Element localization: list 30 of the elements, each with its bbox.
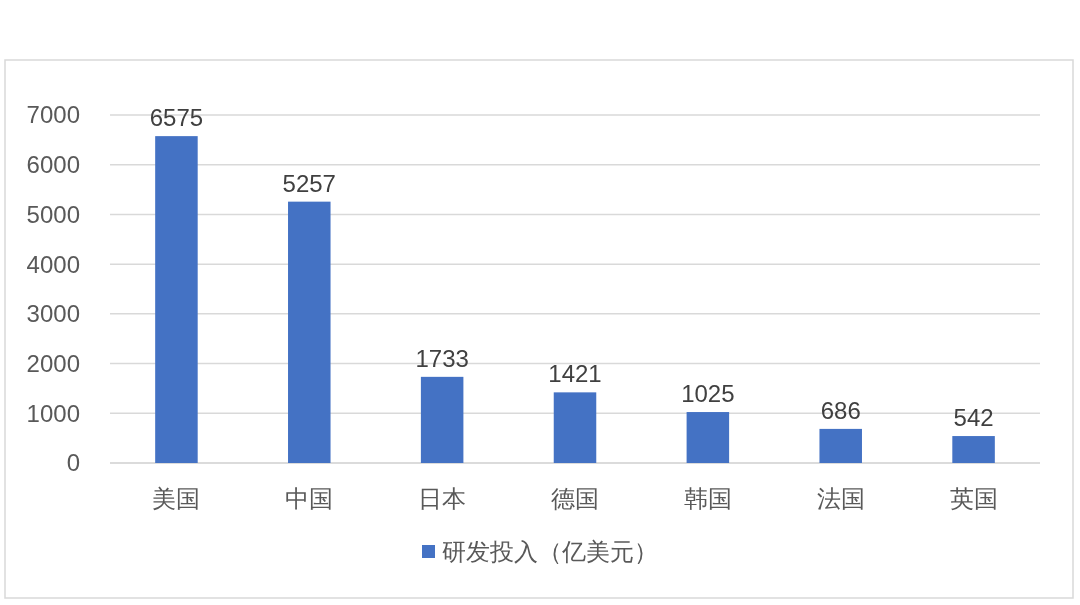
y-tick-label: 1000 xyxy=(26,399,80,427)
bar xyxy=(819,428,862,463)
x-tick-label: 法国 xyxy=(816,485,865,512)
bar xyxy=(952,436,995,463)
bar xyxy=(155,136,198,463)
y-tick-label: 7000 xyxy=(26,101,80,129)
y-tick-label: 6000 xyxy=(26,151,80,179)
data-label: 6575 xyxy=(149,104,204,132)
x-tick-label: 德国 xyxy=(551,485,599,512)
y-tick-label: 4000 xyxy=(26,250,80,278)
data-label: 1733 xyxy=(415,344,469,372)
bar xyxy=(553,392,597,463)
x-tick-label: 中国 xyxy=(285,485,334,512)
bar xyxy=(288,201,331,463)
legend-label: 研发投入（亿美元） xyxy=(442,538,658,566)
data-label: 1025 xyxy=(681,380,735,408)
data-label: 686 xyxy=(820,396,861,424)
data-label: 1421 xyxy=(548,360,602,388)
x-tick-label: 英国 xyxy=(949,485,998,512)
x-tick-label: 美国 xyxy=(152,485,201,512)
bar xyxy=(686,412,730,463)
data-label: 5257 xyxy=(282,169,336,197)
y-tick-label: 0 xyxy=(66,449,80,477)
y-tick-label: 5000 xyxy=(26,200,80,228)
bar xyxy=(420,376,464,463)
y-tick-label: 3000 xyxy=(26,300,80,328)
x-tick-label: 韩国 xyxy=(683,485,732,512)
y-tick-label: 2000 xyxy=(26,349,80,377)
data-label: 542 xyxy=(953,404,994,432)
x-tick-label: 日本 xyxy=(418,485,467,512)
